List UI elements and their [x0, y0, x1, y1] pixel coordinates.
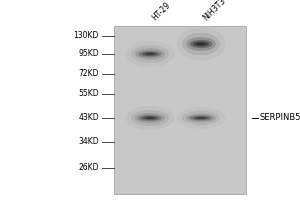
Ellipse shape [182, 33, 220, 55]
Ellipse shape [142, 52, 158, 56]
Ellipse shape [193, 41, 209, 47]
Ellipse shape [193, 116, 209, 120]
Ellipse shape [186, 114, 216, 122]
Ellipse shape [196, 43, 206, 45]
Ellipse shape [142, 116, 158, 120]
Ellipse shape [196, 117, 206, 119]
Ellipse shape [139, 115, 161, 121]
Ellipse shape [145, 53, 155, 55]
Text: SERPINB5: SERPINB5 [260, 114, 300, 122]
Text: 55KD: 55KD [78, 90, 99, 98]
Ellipse shape [145, 117, 155, 119]
Text: 95KD: 95KD [78, 49, 99, 58]
Bar [114, 26, 246, 194]
Text: 34KD: 34KD [78, 138, 99, 146]
Text: 130KD: 130KD [74, 31, 99, 40]
Ellipse shape [131, 110, 169, 126]
Ellipse shape [131, 45, 169, 63]
Text: 26KD: 26KD [79, 163, 99, 172]
Ellipse shape [135, 48, 165, 60]
Ellipse shape [186, 37, 216, 51]
Ellipse shape [190, 40, 212, 48]
Ellipse shape [190, 115, 212, 121]
Ellipse shape [182, 111, 220, 125]
Text: HT-29: HT-29 [150, 0, 172, 22]
Text: 43KD: 43KD [78, 114, 99, 122]
Text: 72KD: 72KD [79, 70, 99, 78]
Text: NIH3T3: NIH3T3 [201, 0, 227, 22]
Ellipse shape [135, 113, 165, 123]
Ellipse shape [139, 51, 161, 57]
